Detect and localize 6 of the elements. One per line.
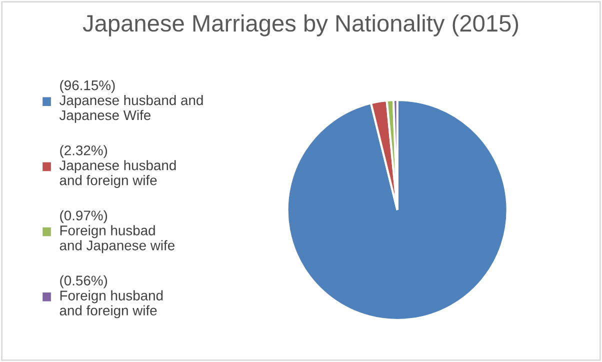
legend-label: (96.15%) Japanese husband and Japanese Wife xyxy=(59,80,203,123)
legend-label: (0.97%) Foreign husbad and Japanese wife xyxy=(60,210,174,254)
legend-label: (2.32%) Japanese husband and foreign wife xyxy=(59,145,176,188)
legend-label: (0.56%) Foreign husband and foreign wife xyxy=(60,275,163,318)
chart-title: Japanese Marriages by Nationality (2015) xyxy=(82,14,518,36)
pie-slice xyxy=(286,98,508,322)
